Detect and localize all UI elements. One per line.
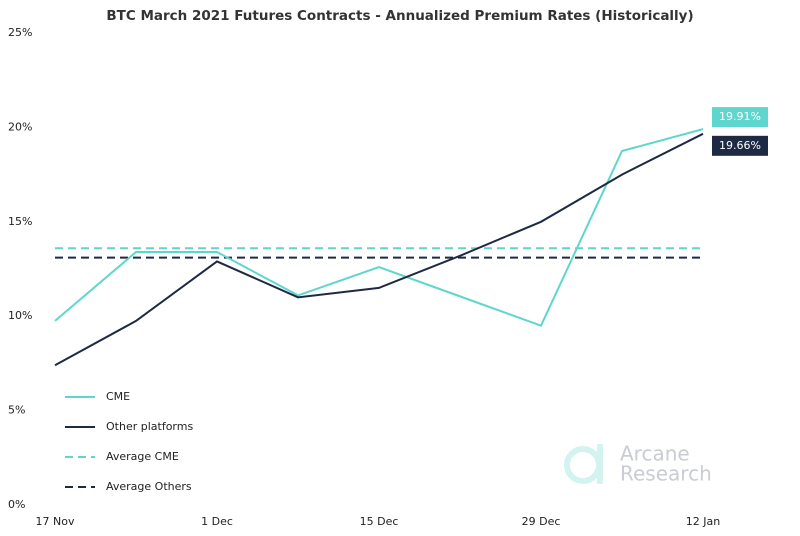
y-tick-label: 0% bbox=[8, 498, 25, 511]
y-tick-label: 15% bbox=[8, 215, 32, 228]
value-label: 19.91% bbox=[719, 110, 761, 123]
value-label: 19.66% bbox=[719, 139, 761, 152]
x-tick-label: 29 Dec bbox=[522, 515, 561, 528]
watermark: Research bbox=[620, 462, 712, 486]
watermark: Arcane bbox=[620, 442, 690, 466]
legend-label: Average Others bbox=[106, 480, 192, 493]
chart-title: BTC March 2021 Futures Contracts - Annua… bbox=[106, 8, 693, 24]
y-tick-label: 20% bbox=[8, 120, 32, 133]
y-tick-label: 5% bbox=[8, 404, 25, 417]
legend-label: CME bbox=[106, 390, 130, 403]
watermark-logo bbox=[564, 444, 603, 484]
series-line bbox=[54, 128, 704, 327]
value-label-box bbox=[712, 135, 768, 156]
x-tick-label: 12 Jan bbox=[686, 515, 720, 528]
legend-label: Average CME bbox=[106, 450, 179, 463]
y-tick-label: 10% bbox=[8, 309, 32, 322]
x-tick-label: 15 Dec bbox=[360, 515, 399, 528]
series-line bbox=[54, 132, 704, 367]
x-tick-label: 17 Nov bbox=[36, 515, 75, 528]
y-tick-label: 25% bbox=[8, 26, 32, 39]
x-tick-label: 1 Dec bbox=[201, 515, 233, 528]
logo-ring bbox=[564, 446, 602, 484]
value-label-box bbox=[712, 107, 768, 128]
legend-label: Other platforms bbox=[106, 420, 193, 433]
logo-bar bbox=[597, 444, 603, 484]
